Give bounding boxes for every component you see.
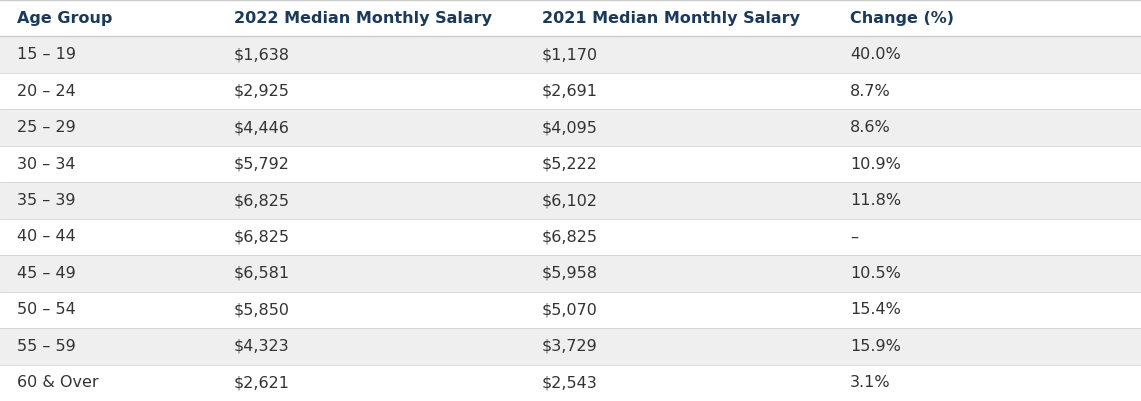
Text: $2,691: $2,691 (542, 84, 598, 99)
Text: $4,323: $4,323 (234, 339, 290, 354)
Text: $5,792: $5,792 (234, 156, 290, 172)
Text: 55 – 59: 55 – 59 (17, 339, 75, 354)
Text: 2022 Median Monthly Salary: 2022 Median Monthly Salary (234, 11, 492, 26)
Text: Age Group: Age Group (17, 11, 113, 26)
Text: $5,222: $5,222 (542, 156, 598, 172)
Bar (0, 36, 1141, 73)
Text: 50 – 54: 50 – 54 (17, 302, 75, 317)
Text: 15.9%: 15.9% (850, 339, 901, 354)
Bar (0, 255, 1141, 292)
Bar (0, 109, 1141, 146)
Text: $6,825: $6,825 (542, 229, 598, 245)
Bar (0, 365, 1141, 401)
Text: $6,825: $6,825 (234, 229, 290, 245)
Text: 3.1%: 3.1% (850, 375, 891, 390)
Text: 25 – 29: 25 – 29 (17, 120, 75, 135)
Bar (0, 328, 1141, 365)
Text: $1,638: $1,638 (234, 47, 290, 62)
Bar (0, 292, 1141, 328)
Text: 11.8%: 11.8% (850, 193, 901, 208)
Text: 40 – 44: 40 – 44 (17, 229, 75, 245)
Text: $6,581: $6,581 (234, 266, 290, 281)
Text: 10.9%: 10.9% (850, 156, 901, 172)
Text: –: – (850, 229, 858, 245)
Text: 15 – 19: 15 – 19 (17, 47, 76, 62)
Text: $5,070: $5,070 (542, 302, 598, 317)
Bar (0, 0, 1141, 36)
Text: $2,925: $2,925 (234, 84, 290, 99)
Text: 10.5%: 10.5% (850, 266, 901, 281)
Text: 35 – 39: 35 – 39 (17, 193, 75, 208)
Text: $4,095: $4,095 (542, 120, 598, 135)
Text: $5,850: $5,850 (234, 302, 290, 317)
Text: 45 – 49: 45 – 49 (17, 266, 75, 281)
Text: $6,825: $6,825 (234, 193, 290, 208)
Text: $2,621: $2,621 (234, 375, 290, 390)
Text: 8.6%: 8.6% (850, 120, 891, 135)
Text: Change (%): Change (%) (850, 11, 954, 26)
Bar (0, 146, 1141, 182)
Text: $3,729: $3,729 (542, 339, 598, 354)
Bar (0, 182, 1141, 219)
Text: $1,170: $1,170 (542, 47, 598, 62)
Text: 30 – 34: 30 – 34 (17, 156, 75, 172)
Text: 15.4%: 15.4% (850, 302, 901, 317)
Bar (0, 73, 1141, 109)
Text: 8.7%: 8.7% (850, 84, 891, 99)
Text: 60 & Over: 60 & Over (17, 375, 99, 390)
Text: $6,102: $6,102 (542, 193, 598, 208)
Text: 40.0%: 40.0% (850, 47, 900, 62)
Text: 2021 Median Monthly Salary: 2021 Median Monthly Salary (542, 11, 800, 26)
Text: $5,958: $5,958 (542, 266, 598, 281)
Text: $4,446: $4,446 (234, 120, 290, 135)
Text: $2,543: $2,543 (542, 375, 598, 390)
Text: 20 – 24: 20 – 24 (17, 84, 75, 99)
Bar (0, 219, 1141, 255)
